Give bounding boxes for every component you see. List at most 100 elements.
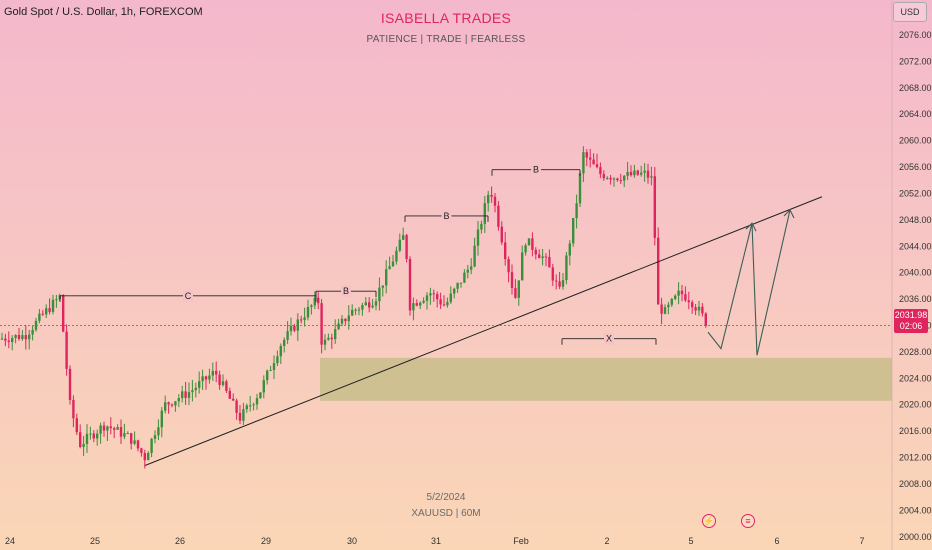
candle-body <box>473 245 476 267</box>
y-tick-label: 2076.00 <box>899 30 932 40</box>
candle-body <box>119 427 123 437</box>
candle-body <box>255 398 259 405</box>
candle-body <box>79 432 82 447</box>
x-tick-label: 26 <box>175 536 185 546</box>
candle-body <box>296 319 299 331</box>
candle-body <box>126 433 129 435</box>
currency-button[interactable]: USD <box>893 2 927 22</box>
candle-body <box>211 370 214 376</box>
candle-body <box>667 304 670 308</box>
y-tick-label: 2024.00 <box>899 373 932 383</box>
y-tick-label: 2044.00 <box>899 241 932 251</box>
candle-body <box>82 443 85 447</box>
candle-body <box>364 302 367 306</box>
candle-body <box>422 300 425 303</box>
candle-body <box>266 370 269 381</box>
pattern-label: B <box>443 211 449 221</box>
candle-body <box>694 307 697 311</box>
candle-body <box>425 295 429 301</box>
candle-body <box>575 203 578 219</box>
candle-body <box>272 363 276 370</box>
symbol-title[interactable]: Gold Spot / U.S. Dollar, 1h, FOREXCOM <box>4 6 203 18</box>
candle-body <box>657 237 660 305</box>
candle-body <box>51 299 55 312</box>
lightning-icon[interactable]: ⚡ <box>702 514 716 528</box>
candle-body <box>633 170 636 176</box>
candle-body <box>674 295 677 299</box>
candle-body <box>0 338 4 340</box>
x-tick-label: Feb <box>513 536 529 546</box>
candle-body <box>684 294 687 301</box>
candle-body <box>500 226 503 243</box>
candle-body <box>160 410 163 428</box>
candle-body <box>75 418 78 433</box>
candle-body <box>449 293 452 302</box>
candle-body <box>286 331 289 340</box>
candle-body <box>313 297 316 306</box>
candle-body <box>381 285 384 288</box>
candle-body <box>609 177 612 180</box>
candle-body <box>133 440 136 444</box>
candle-body <box>96 433 99 439</box>
candle-body <box>218 374 221 385</box>
watermark-date: 5/2/2024 <box>426 492 466 503</box>
candle-body <box>670 298 673 305</box>
candle-body <box>102 425 106 431</box>
candle-body <box>303 317 306 320</box>
candle-body <box>92 433 95 439</box>
candle-body <box>629 171 633 176</box>
candle-body <box>310 305 313 308</box>
candle-body <box>466 269 469 273</box>
candle-body <box>368 302 371 308</box>
candle-body <box>123 433 126 437</box>
candle-body <box>320 303 323 345</box>
x-tick-label: 6 <box>774 536 779 546</box>
candle-body <box>7 340 10 343</box>
y-tick-label: 2008.00 <box>899 479 932 489</box>
pattern-label-bg <box>183 289 193 302</box>
candle-body <box>626 171 629 176</box>
candle-body <box>323 339 327 345</box>
candle-body <box>85 433 89 444</box>
y-tick-label: 2064.00 <box>899 109 932 119</box>
candle-body <box>541 256 544 259</box>
candle-body <box>371 305 374 308</box>
candle-body <box>636 170 639 175</box>
brand-title: ISABELLA TRADES <box>380 10 512 26</box>
pattern-label: C <box>185 291 192 301</box>
y-tick-label: 2068.00 <box>899 83 932 93</box>
candle-body <box>640 172 643 175</box>
candle-body <box>147 452 150 461</box>
candle-body <box>402 235 405 240</box>
calendar-flag-icon[interactable]: ≡ <box>741 514 755 528</box>
pattern-label: X <box>606 334 612 344</box>
candle-body <box>385 269 388 286</box>
candle-body <box>592 159 595 165</box>
y-tick-label: 2040.00 <box>899 268 932 278</box>
candle-body <box>21 335 24 340</box>
candle-body <box>208 375 211 380</box>
candle-body <box>483 203 486 224</box>
candle-body <box>17 334 21 340</box>
bar-countdown: 02:06 <box>899 321 923 331</box>
candle-body <box>330 337 333 340</box>
arrow-head <box>745 222 757 232</box>
candle-body <box>487 194 490 204</box>
candle-body <box>589 157 592 160</box>
candle-body <box>225 381 228 391</box>
candle-body <box>191 390 194 393</box>
candle-body <box>279 345 282 357</box>
candle-body <box>470 266 473 270</box>
candle-body <box>374 301 378 306</box>
x-tick-label: 29 <box>261 536 271 546</box>
y-tick-label: 2072.00 <box>899 56 932 66</box>
candle-body <box>616 178 619 181</box>
candle-body <box>361 305 364 310</box>
candle-body <box>242 409 245 421</box>
candle-body <box>697 306 701 311</box>
candle-body <box>565 255 568 281</box>
candle-body <box>653 176 656 238</box>
candle-body <box>646 170 650 178</box>
